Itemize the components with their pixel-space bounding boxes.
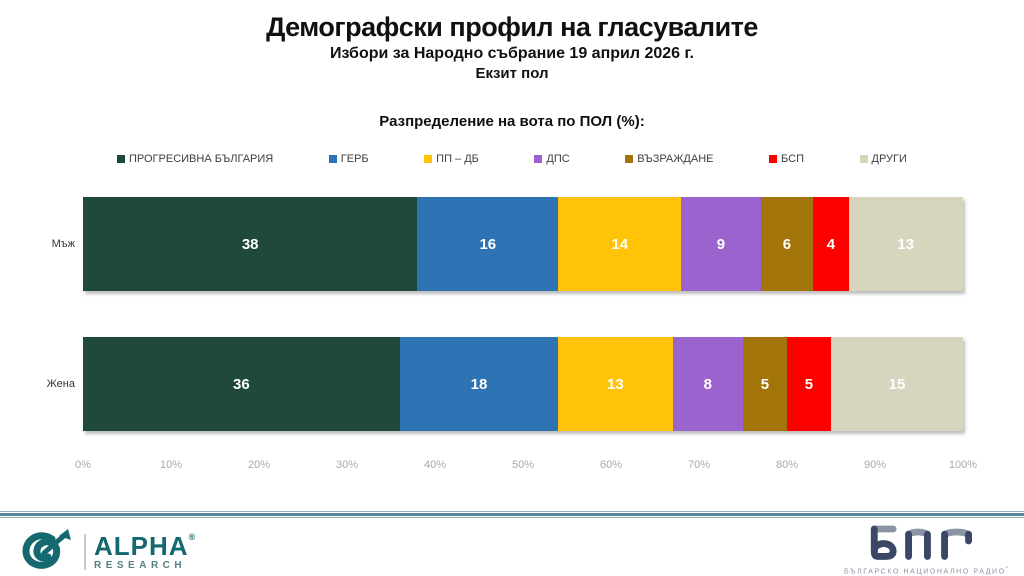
- x-tick: 100%: [948, 459, 978, 471]
- value-label: 36: [233, 375, 250, 393]
- legend-item: ДПС: [534, 153, 570, 165]
- alpha-logo-research: RESEARCH: [94, 559, 187, 571]
- category-label: Жена: [46, 378, 75, 390]
- legend-label: ПП – ДБ: [436, 153, 479, 165]
- alpha-logo-divider: [84, 533, 86, 570]
- legend-label: ГЕРБ: [340, 153, 369, 165]
- legend-swatch: [534, 155, 543, 163]
- value-label: 6: [782, 235, 792, 253]
- chart-legend: ПРОГРЕСИВНА БЪЛГАРИЯ ГЕРБ ПП – ДБ ДПС ВЪЗРАЖ…: [117, 153, 907, 165]
- x-tick: 80%: [775, 459, 799, 471]
- value-label: 5: [760, 375, 770, 393]
- x-tick: 90%: [863, 459, 887, 471]
- alpha-logo-name: ALPHA®: [94, 530, 197, 561]
- value-label: 5: [804, 375, 814, 393]
- bnr-caption: БЪЛГАРСКО НАЦИОНАЛНО РАДИО°: [844, 566, 1010, 576]
- value-label: 4: [826, 235, 836, 253]
- footer-separator-line: [0, 511, 1024, 518]
- x-tick: 10%: [159, 459, 183, 471]
- bar-segment: 8: [672, 337, 743, 431]
- legend-swatch: [625, 155, 634, 163]
- bar-segment: 9: [681, 197, 761, 291]
- bar-segment: 6: [760, 197, 814, 291]
- value-label: 9: [716, 235, 726, 253]
- bar-segment: 5: [786, 337, 831, 431]
- x-tick: 40%: [423, 459, 447, 471]
- value-label: 13: [607, 375, 624, 393]
- x-tick: 50%: [511, 459, 535, 471]
- bar-segment: 38: [83, 197, 418, 291]
- degree-mark: °: [1005, 566, 1010, 572]
- page-title: Демографски профил на гласувалите: [266, 12, 758, 42]
- value-label: 8: [703, 375, 712, 393]
- value-label: 15: [888, 375, 906, 393]
- bar-segment: 5: [742, 337, 787, 431]
- value-label: 38: [241, 235, 259, 253]
- legend-item: ПП – ДБ: [424, 153, 479, 165]
- registered-mark: ®: [188, 531, 197, 542]
- legend-item: ВЪЗРАЖДАНЕ: [625, 153, 714, 165]
- subtitle-exit-poll: Екзит пол: [475, 65, 549, 82]
- value-label: 13: [897, 235, 915, 253]
- legend-item: ГЕРБ: [328, 153, 369, 165]
- bnr-logo: БЪЛГАРСКО НАЦИОНАЛНО РАДИО°: [844, 522, 1010, 576]
- bar-segment: 4: [813, 197, 849, 291]
- x-tick: 60%: [599, 459, 623, 471]
- x-tick: 30%: [335, 459, 359, 471]
- alpha-swoosh-icon: [22, 527, 76, 576]
- bar-segment: 13: [558, 337, 673, 431]
- bar-row: Мъж 38 16 14 9 6 4 13: [52, 197, 963, 291]
- value-label: 18: [470, 375, 488, 393]
- x-tick: 20%: [247, 459, 271, 471]
- chart-title: Разпределение на вота по ПОЛ (%):: [379, 113, 645, 130]
- x-tick: 70%: [687, 459, 711, 471]
- bar-segment: 15: [830, 337, 963, 431]
- bar-segment: 18: [399, 337, 559, 431]
- legend-swatch: [328, 155, 337, 163]
- value-label: 14: [611, 235, 629, 253]
- x-tick: 0%: [75, 459, 91, 471]
- legend-label: ДПС: [546, 153, 570, 165]
- bar-row: Жена 36 18 13 8 5 5 15: [47, 337, 963, 431]
- subtitle: Избори за Народно събрание 19 април 2026…: [330, 45, 694, 62]
- alpha-research-logo: ALPHA® RESEARCH: [22, 527, 196, 576]
- legend-label: ПРОГРЕСИВНА БЪЛГАРИЯ: [129, 153, 274, 165]
- header: Демографски профил на гласувалите Избори…: [0, 12, 1024, 82]
- value-label: 16: [479, 235, 497, 253]
- legend-label: ДРУГИ: [871, 153, 907, 165]
- stacked-bar-chart: 0% 10% 20% 30% 40% 50% 60% 70% 80% 90% 100% Мъж 38 1…: [47, 197, 977, 477]
- legend-swatch: [859, 155, 868, 163]
- legend-swatch: [769, 155, 778, 163]
- bar-segment: 14: [558, 197, 682, 291]
- bnr-letters-icon: [864, 525, 984, 564]
- legend-item: ПРОГРЕСИВНА БЪЛГАРИЯ: [117, 153, 273, 165]
- category-label: Мъж: [51, 238, 75, 250]
- legend-item: БСП: [769, 153, 804, 165]
- legend-swatch: [117, 155, 125, 163]
- bar-segment: 13: [848, 197, 963, 291]
- legend-swatch: [424, 155, 433, 163]
- bar-segment: 16: [417, 197, 559, 291]
- legend-label: БСП: [781, 153, 804, 165]
- legend-item: ДРУГИ: [859, 153, 907, 165]
- bar-segment: 36: [83, 337, 400, 431]
- x-axis: 0% 10% 20% 30% 40% 50% 60% 70% 80% 90% 100%: [75, 459, 977, 475]
- legend-label: ВЪЗРАЖДАНЕ: [637, 153, 714, 165]
